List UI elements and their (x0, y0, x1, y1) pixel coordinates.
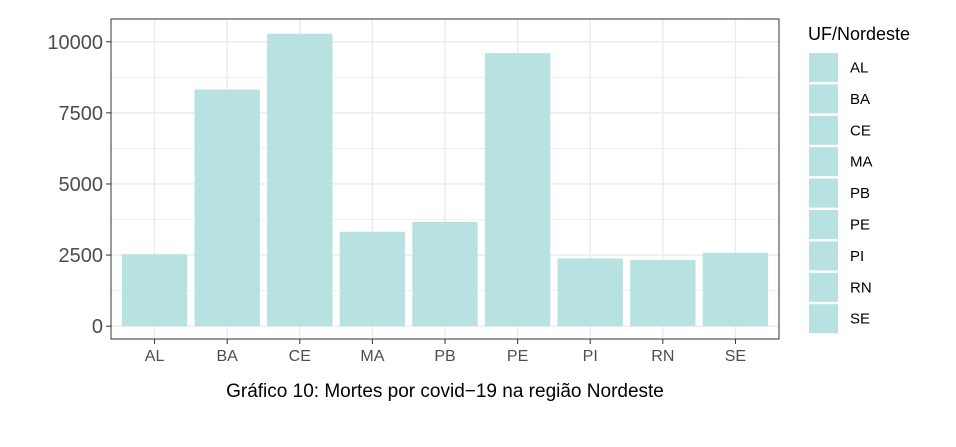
legend-key-ba (809, 84, 838, 114)
legend-label-pe: PE (850, 217, 870, 234)
legend-key-ce (809, 115, 838, 145)
legend-key-se (809, 304, 838, 334)
x-tick-label: BA (217, 348, 239, 365)
legend-label-pi: PI (850, 248, 864, 265)
y-axis: 0 2500 5000 7500 10000 (47, 32, 111, 338)
legend-label-ba: BA (850, 91, 870, 108)
legend-key-pb (809, 178, 838, 208)
bar-ma (339, 231, 406, 327)
y-tick-label: 5000 (59, 174, 104, 196)
bar-ce (267, 33, 333, 327)
legend-key-pe (809, 210, 838, 239)
x-axis: AL BA CE MA PB PE PI RN SE (145, 339, 746, 365)
bar-pb (412, 221, 478, 327)
x-tick-label: SE (725, 348, 746, 365)
bar-pe (484, 53, 551, 327)
x-tick-label: PI (583, 348, 598, 365)
legend-title: UF/Nordeste (808, 24, 910, 44)
legend-key-al (809, 53, 838, 82)
x-tick-label: RN (651, 348, 674, 365)
y-tick-label: 0 (92, 316, 103, 338)
legend-label-rn: RN (850, 279, 872, 296)
bars (121, 33, 769, 327)
legend-key-pi (809, 241, 838, 271)
bar-al (121, 254, 188, 327)
x-tick-label: MA (360, 348, 384, 365)
legend-label-ce: CE (850, 122, 871, 139)
y-tick-label: 2500 (59, 245, 104, 267)
legend-label-al: AL (850, 60, 868, 77)
bar-rn (630, 259, 696, 327)
legend-key-rn (809, 272, 838, 302)
x-tick-label: CE (289, 348, 311, 365)
legend-key-ma (809, 147, 838, 177)
legend-label-ma: MA (850, 154, 873, 171)
y-tick-label: 7500 (59, 103, 104, 125)
bar-se (702, 252, 769, 327)
x-axis-title: Gráfico 10: Mortes por covid−19 na regiã… (226, 381, 664, 402)
x-tick-label: PB (434, 348, 455, 365)
x-tick-label: PE (507, 348, 528, 365)
legend-label-pb: PB (850, 185, 870, 202)
legend: UF/Nordeste AL BA CE MA PB PE PI RN SE (808, 24, 910, 334)
legend-label-se: SE (850, 311, 870, 328)
bar-pi (557, 258, 623, 327)
y-tick-label: 10000 (47, 32, 103, 54)
bar-ba (194, 89, 260, 327)
x-tick-label: AL (145, 348, 165, 365)
